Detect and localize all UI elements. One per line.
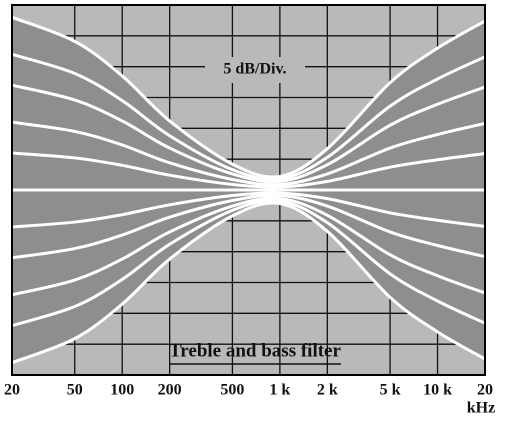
x-tick-label: 200 xyxy=(158,382,182,399)
x-tick-label: 5 k xyxy=(380,382,401,399)
response-curve xyxy=(11,151,486,189)
response-curve xyxy=(11,196,486,297)
response-curve xyxy=(11,15,486,179)
annotation: Treble and bass filter xyxy=(169,340,341,361)
annotation: 5 dB/Div. xyxy=(223,61,286,78)
x-axis-unit: kHz xyxy=(467,400,495,417)
response-curve xyxy=(11,199,486,328)
response-curve xyxy=(11,120,486,187)
response-curve xyxy=(11,193,486,260)
x-tick-label: 500 xyxy=(220,382,244,399)
curves xyxy=(11,15,486,365)
x-tick-label: 10 k xyxy=(423,382,452,399)
x-tick-label: 20 xyxy=(477,382,493,399)
x-tick-label: 100 xyxy=(110,382,134,399)
response-curve xyxy=(11,191,486,229)
x-tick-label: 20 xyxy=(4,382,20,399)
response-curve xyxy=(11,201,486,365)
plot-border xyxy=(11,4,486,376)
x-tick-label: 2 k xyxy=(317,382,338,399)
x-tick-label: 1 k xyxy=(269,382,290,399)
x-tick-label: 50 xyxy=(67,382,83,399)
response-curve xyxy=(11,52,486,181)
response-curve xyxy=(11,83,486,184)
labels: 5 dB/Div. Treble and bass filter kHz 20 5… xyxy=(4,57,495,417)
annotation-box xyxy=(205,57,305,83)
